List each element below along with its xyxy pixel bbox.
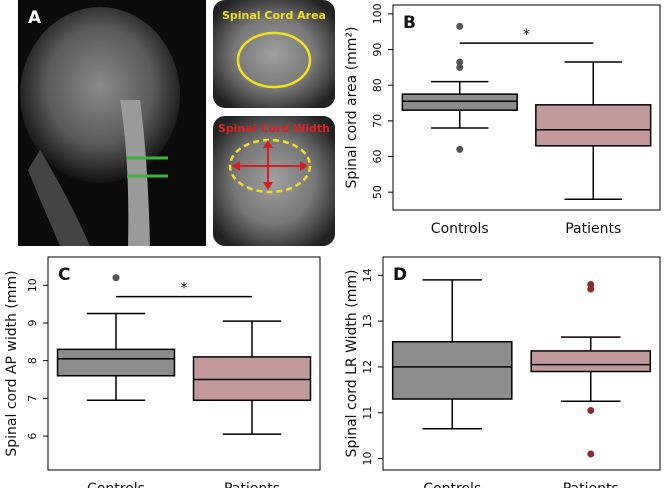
y-tick-label: 13: [361, 314, 374, 328]
y-tick-label: 9: [26, 319, 39, 326]
x-tick-label: Patients: [563, 481, 619, 488]
chart-panel: C Spinal cord AP width (mm) 6 7 8 9 10 Controls…: [4, 256, 321, 488]
mri-spine: [120, 100, 150, 246]
chart-panel: B Spinal cord area (mm²) 50 60 70 80 90 100 Cont…: [344, 3, 661, 237]
x-tick-label: Controls: [423, 481, 481, 488]
mri-panel: A Spinal Cord Area Spinal Cord Width: [18, 0, 335, 246]
y-tick-label: 11: [361, 406, 374, 420]
outlier: [587, 450, 595, 458]
inset-title: Spinal Cord Width: [218, 122, 330, 135]
x-tick-label: Patients: [224, 481, 280, 488]
y-tick-label: 10: [26, 278, 39, 292]
box: [401, 93, 518, 111]
box: [530, 350, 652, 373]
outlier: [587, 285, 595, 293]
outlier: [456, 63, 464, 71]
box: [535, 104, 652, 147]
plot-frame: [392, 4, 661, 211]
width-outline: [228, 138, 312, 194]
y-tick-label: 10: [361, 452, 374, 466]
inset-area: [213, 0, 335, 108]
y-tick-label: 80: [371, 78, 384, 92]
chart-panel: D Spinal cord LR Width (mm)10 11 12 13 14 Cont…: [344, 256, 661, 488]
box: [56, 348, 176, 377]
x-tick-label: Controls: [431, 221, 489, 237]
y-axis-label: Spinal cord AP width (mm): [4, 270, 20, 456]
y-axis-label: Spinal cord area (mm²): [344, 26, 360, 188]
y-tick-label: 14: [361, 268, 374, 282]
y-tick-label: 7: [26, 395, 39, 402]
inset-width: [213, 116, 335, 246]
outlier: [456, 58, 464, 66]
y-tick-label: 90: [371, 43, 384, 57]
y-tick-label: 60: [371, 150, 384, 164]
outlier: [587, 406, 595, 414]
significance-label: *: [523, 27, 530, 43]
y-tick-label: 50: [371, 185, 384, 199]
x-tick-label: Controls: [87, 481, 145, 488]
area-outline: [236, 31, 312, 89]
panel-label: D: [393, 265, 407, 285]
x-tick-label: Patients: [565, 221, 621, 237]
y-tick-label: 8: [26, 357, 39, 364]
outlier: [456, 22, 464, 30]
y-tick-label: 100: [371, 3, 384, 24]
outlier: [456, 145, 464, 153]
plot-frame: [47, 256, 321, 471]
plot-frame: [382, 256, 661, 471]
mri-face: [28, 150, 90, 246]
y-tick-label: 12: [361, 360, 374, 374]
panel-label: C: [58, 265, 70, 285]
y-axis-label: Spinal cord LR Width (mm): [344, 270, 360, 458]
y-tick-label: 6: [26, 433, 39, 440]
panel-label: B: [403, 13, 416, 33]
y-tick-label: 70: [371, 114, 384, 128]
box: [192, 356, 312, 402]
significance-label: *: [181, 281, 188, 297]
inset-title: Spinal Cord Area: [222, 9, 326, 22]
outlier: [112, 274, 120, 282]
box: [391, 340, 513, 400]
panel-label: A: [28, 8, 42, 28]
